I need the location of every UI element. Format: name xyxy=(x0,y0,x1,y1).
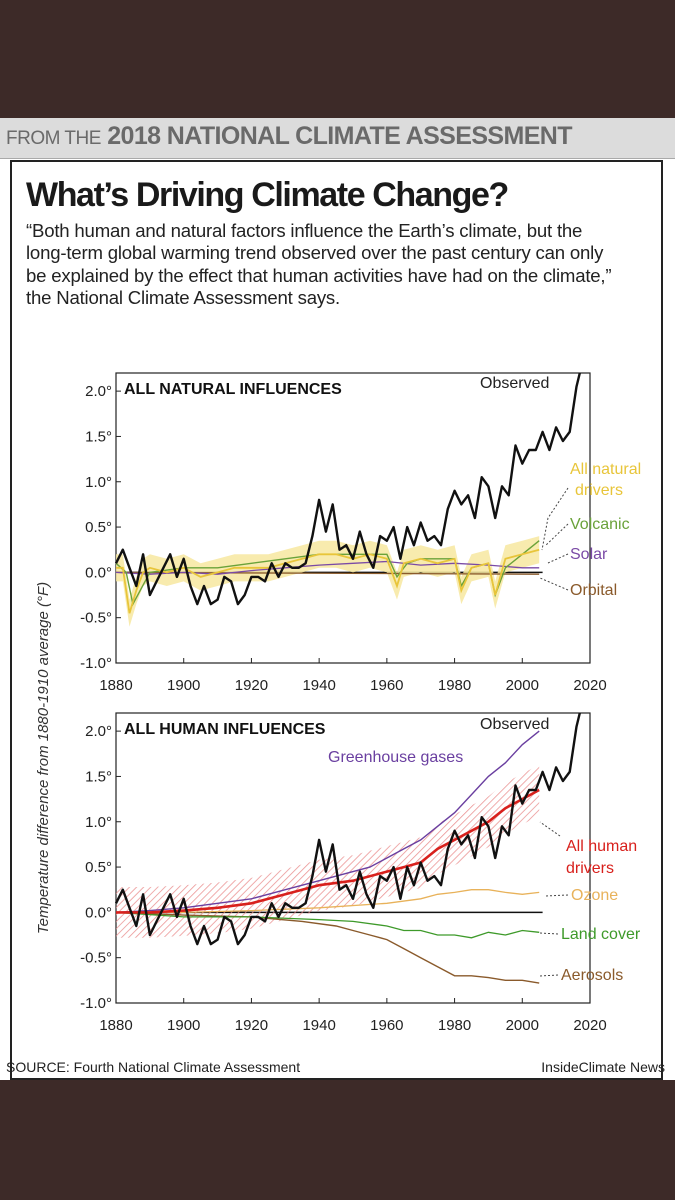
y-tick-label: 2.0° xyxy=(85,723,112,740)
ozone-label: Ozone xyxy=(571,887,618,904)
land-cover-label: Land cover xyxy=(561,926,641,943)
natural-influences-panel: 2.0° 1.5° 1.0° 0.5° 0.0° -0.5° -1.0° 1880 1900 19… xyxy=(80,372,641,694)
x-tick-label: 1960 xyxy=(370,1017,403,1034)
ozone-line xyxy=(116,889,540,914)
panel-title: ALL HUMAN INFLUENCES xyxy=(124,721,326,738)
all-natural-leader xyxy=(541,487,569,551)
observed-label: Observed xyxy=(480,716,549,733)
y-tick-label: 0.0° xyxy=(85,904,112,921)
volcanic-leader xyxy=(544,523,569,547)
x-tick-label: 2000 xyxy=(506,1017,539,1034)
header-bar: FROM THE 2018 NATIONAL CLIMATE ASSESSMEN… xyxy=(0,118,675,159)
y-tick-label: 1.0° xyxy=(85,814,112,831)
x-tick-label: 1900 xyxy=(167,1017,200,1034)
observed-label: Observed xyxy=(480,375,549,392)
all-natural-band xyxy=(116,536,540,627)
land-cover-line xyxy=(115,911,540,939)
volcanic-label: Volcanic xyxy=(570,516,630,533)
x-tick-label: 2020 xyxy=(573,1017,606,1034)
solar-label: Solar xyxy=(570,546,608,563)
content-frame xyxy=(10,160,663,1080)
y-tick-label: 0.5° xyxy=(85,859,112,876)
solar-leader xyxy=(547,553,569,564)
y-tick-label: 1.5° xyxy=(85,768,112,785)
y-tick-label: 1.5° xyxy=(85,428,112,445)
page-title: What’s Driving Climate Change? xyxy=(26,176,509,214)
source-text: SOURCE: Fourth National Climate Assessme… xyxy=(6,1059,301,1075)
y-tick-label: -1.0° xyxy=(80,655,112,672)
header-text: FROM THE 2018 NATIONAL CLIMATE ASSESSMEN… xyxy=(6,122,573,151)
x-tick-label: 1920 xyxy=(235,1017,268,1034)
y-axis-label: Temperature difference from 1880-1910 av… xyxy=(35,582,52,934)
y-tick-label: -0.5° xyxy=(80,610,112,627)
aerosols-line xyxy=(115,911,540,984)
orbital-leader xyxy=(539,577,569,591)
x-tick-label: 2000 xyxy=(506,677,539,694)
header-prefix: FROM THE xyxy=(6,128,101,149)
all-natural-label-line2: drivers xyxy=(575,482,623,499)
x-tick-label: 1980 xyxy=(438,1017,471,1034)
greenhouse-line xyxy=(115,730,540,914)
y-tick-label: 0.0° xyxy=(85,564,112,581)
charts: 2.0° 1.5° 1.0° 0.5° 0.0° -0.5° -1.0° 1880 1900 19… xyxy=(35,372,641,1034)
y-tick-label: -1.0° xyxy=(80,995,112,1012)
aerosols-label: Aerosols xyxy=(561,967,623,984)
plot-frame xyxy=(115,712,591,1004)
panel-title: ALL NATURAL INFLUENCES xyxy=(124,381,342,398)
all-human-label-line2: drivers xyxy=(566,860,614,877)
all-human-label-line1: All human xyxy=(566,838,637,855)
header-title: 2018 NATIONAL CLIMATE ASSESSMENT xyxy=(107,122,572,150)
plot-frame xyxy=(115,372,591,664)
y-tick-label: 1.0° xyxy=(85,474,112,491)
land-cover-leader xyxy=(539,932,559,935)
x-tick-label: 1900 xyxy=(167,677,200,694)
aerosols-leader xyxy=(539,974,559,977)
x-tick-label: 1940 xyxy=(302,677,335,694)
all-human-leader xyxy=(539,821,561,837)
y-tick-label: -0.5° xyxy=(80,950,112,967)
credit-text: InsideClimate News xyxy=(541,1059,665,1075)
quote-text: “Both human and natural factors influenc… xyxy=(26,220,612,309)
observed-line xyxy=(114,712,581,946)
orbital-label: Orbital xyxy=(570,582,617,599)
human-influences-panel: 2.0° 1.5° 1.0° 0.5° 0.0° -0.5° -1.0° 1880 1900 19… xyxy=(80,712,641,1034)
all-natural-line xyxy=(116,548,540,614)
all-human-line xyxy=(116,788,540,914)
x-tick-label: 1940 xyxy=(302,1017,335,1034)
ozone-leader xyxy=(544,894,569,897)
y-tick-label: 2.0° xyxy=(85,383,112,400)
x-tick-label: 1880 xyxy=(99,677,132,694)
x-tick-label: 1960 xyxy=(370,677,403,694)
all-human-band xyxy=(116,764,540,938)
all-natural-label-line1: All natural xyxy=(570,461,641,478)
x-tick-label: 1980 xyxy=(438,677,471,694)
greenhouse-label: Greenhouse gases xyxy=(328,749,463,766)
y-tick-label: 0.5° xyxy=(85,519,112,536)
x-tick-label: 1880 xyxy=(99,1017,132,1034)
x-tick-label: 2020 xyxy=(573,677,606,694)
x-tick-label: 1920 xyxy=(235,677,268,694)
infographic-card: FROM THE 2018 NATIONAL CLIMATE ASSESSMEN… xyxy=(0,118,675,1080)
observed-line xyxy=(114,372,581,606)
